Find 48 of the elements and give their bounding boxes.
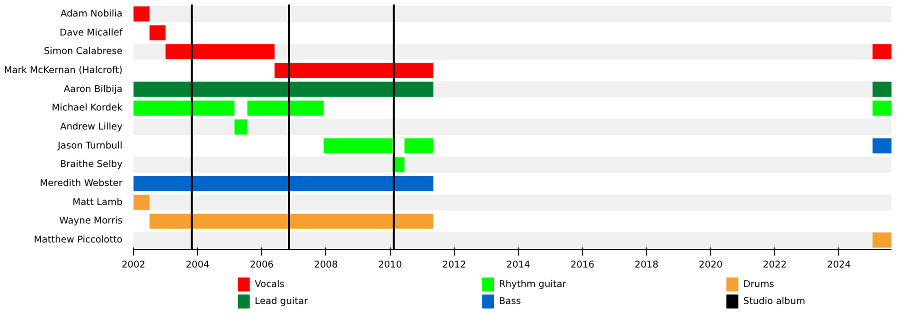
legend-label: Rhythm guitar bbox=[499, 279, 566, 290]
x-tick-label: 2004 bbox=[186, 260, 210, 270]
x-tick-label: 2022 bbox=[762, 260, 787, 270]
y-tick-label: Braithe Selby bbox=[60, 159, 123, 170]
y-tick-label: Simon Calabrese bbox=[44, 46, 123, 58]
x-tick-label: 2024 bbox=[827, 260, 851, 270]
x-tick-label: 2016 bbox=[570, 260, 594, 270]
x-tick-label: 2020 bbox=[698, 260, 723, 270]
bar bbox=[234, 119, 248, 135]
bar bbox=[134, 100, 235, 116]
bar bbox=[274, 62, 434, 78]
y-tick-label: Michael Kordek bbox=[52, 102, 124, 114]
y-tick-label: Aaron Bilbija bbox=[64, 84, 123, 95]
x-tick-label: 2012 bbox=[442, 260, 466, 270]
legend-label: Drums bbox=[743, 279, 774, 290]
bar bbox=[872, 44, 892, 60]
legend-label: Vocals bbox=[254, 279, 285, 290]
bar bbox=[134, 176, 434, 192]
y-tick-label: Dave Micallef bbox=[60, 27, 124, 38]
y-tick-label: Matt Lamb bbox=[72, 196, 123, 208]
bar bbox=[166, 44, 275, 60]
legend-label: Lead guitar bbox=[254, 296, 308, 307]
x-tick-label: 2010 bbox=[378, 260, 402, 270]
y-tick-label: Adam Nobilia bbox=[60, 8, 123, 20]
legend-label: Studio album bbox=[743, 296, 806, 307]
bar bbox=[872, 138, 892, 154]
bar bbox=[404, 138, 434, 154]
bar bbox=[872, 82, 892, 97]
y-tick-label: Mark McKernan (Halcroft) bbox=[4, 64, 123, 76]
bar bbox=[247, 100, 324, 116]
x-tick-label: 2018 bbox=[634, 260, 658, 270]
bar bbox=[134, 194, 150, 210]
x-tick-label: 2008 bbox=[314, 260, 338, 270]
y-tick-label: Meredith Webster bbox=[40, 178, 123, 190]
bar bbox=[872, 232, 892, 248]
x-tick-label: 2014 bbox=[506, 260, 530, 270]
bar bbox=[150, 214, 434, 229]
bar bbox=[324, 138, 393, 154]
bar bbox=[872, 100, 892, 116]
bar bbox=[134, 6, 150, 22]
y-tick-label: Andrew Lilley bbox=[60, 122, 123, 132]
legend-label: Bass bbox=[499, 296, 521, 307]
x-tick-label: 2002 bbox=[122, 260, 146, 270]
y-tick-label: Matthew Piccolotto bbox=[34, 234, 123, 246]
x-tick-label: 2006 bbox=[250, 260, 274, 270]
bar bbox=[150, 25, 166, 40]
y-tick-label: Wayne Morris bbox=[59, 216, 123, 227]
y-tick-label: Jason Turnbull bbox=[56, 140, 123, 152]
